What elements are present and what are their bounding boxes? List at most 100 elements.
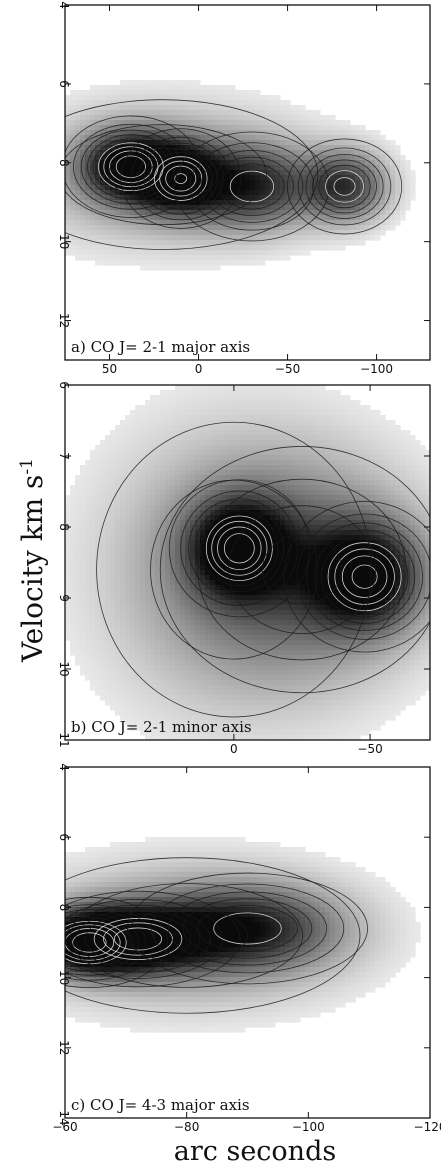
contour-line <box>87 134 175 200</box>
contour-line <box>189 142 315 231</box>
contour-line <box>93 918 183 960</box>
contour-line <box>65 924 121 961</box>
y-tick-label: 6 <box>57 80 71 88</box>
contour-line <box>65 909 147 976</box>
contour-line <box>261 534 343 605</box>
plot-frame <box>64 4 431 361</box>
contour-line <box>297 147 392 226</box>
x-tick-label: −100 <box>292 1120 325 1134</box>
contour-line <box>325 170 364 203</box>
contour-line <box>130 136 231 221</box>
contour-line <box>96 421 372 718</box>
y-tick-label: 11 <box>57 732 71 747</box>
panel-label: a) CO J= 2-1 major axis <box>71 338 250 356</box>
contour-line <box>159 446 430 694</box>
plot-frame <box>64 766 431 1119</box>
heatmap-a <box>65 80 416 271</box>
contour-line <box>108 147 218 202</box>
y-tick-label: 6 <box>57 833 71 841</box>
contour-line <box>65 115 201 218</box>
y-tick-label: 10 <box>57 970 71 985</box>
contour-line <box>137 142 224 215</box>
contour-line <box>174 173 188 184</box>
heatmap-c <box>65 837 421 1033</box>
contour-line <box>211 520 268 576</box>
contour-line <box>65 917 133 968</box>
contour-line <box>334 548 395 605</box>
heatmap-b <box>65 385 430 740</box>
contour-line <box>168 479 310 618</box>
contour-line <box>283 500 430 653</box>
y-tick-label: 4 <box>57 763 71 771</box>
panel-a: 50 0 −50 −100 4 6 8 10 12a) CO J= 2-1 major axis <box>57 1 431 376</box>
contour-line <box>210 156 294 217</box>
contour-line <box>65 896 169 989</box>
contour-line <box>351 564 378 589</box>
panel-b: 0 −50 6 7 8 9 10 11b) CO J= 2-1 minor axis <box>57 381 431 756</box>
contour-line <box>197 478 407 661</box>
y-tick-label: 14 <box>57 1110 71 1125</box>
contour-line <box>167 891 328 966</box>
contour-line <box>165 165 197 192</box>
contour-line <box>65 124 267 226</box>
panel-label: b) CO J= 2-1 minor axis <box>71 718 252 736</box>
x-axis-label: arc seconds <box>174 1136 336 1167</box>
contour-line <box>213 912 282 945</box>
x-tick-label: −80 <box>174 1120 199 1134</box>
y-tick-label: 10 <box>57 234 71 249</box>
contour-line <box>150 883 345 974</box>
contour-line <box>72 932 107 953</box>
contour-line <box>227 505 376 634</box>
contour-line <box>305 154 384 219</box>
contour-line <box>333 177 356 196</box>
contour-line <box>153 156 208 201</box>
contour-line <box>80 129 182 204</box>
contour-line <box>314 529 416 624</box>
y-tick-label: 6 <box>57 381 71 389</box>
x-tick-label: −100 <box>360 362 393 376</box>
x-tick-label: 0 <box>230 742 238 756</box>
y-tick-label: 10 <box>57 661 71 676</box>
y-tick-label: 12 <box>57 313 71 328</box>
contour-line <box>72 123 189 210</box>
y-tick-label: 8 <box>57 904 71 912</box>
contour-line <box>286 138 403 235</box>
contour-line <box>205 515 273 581</box>
contour-line <box>65 857 361 1014</box>
contour-line <box>223 533 255 564</box>
x-tick-label: 0 <box>195 362 203 376</box>
y-tick-label: 8 <box>57 523 71 531</box>
contour-line <box>327 542 402 612</box>
contour-line <box>200 150 304 223</box>
y-tick-label: 9 <box>57 594 71 602</box>
contour-line <box>113 927 163 951</box>
contour-line <box>180 490 299 607</box>
contour-line <box>65 904 156 981</box>
contour-line <box>306 522 423 632</box>
contour-line <box>120 128 242 229</box>
y-tick-label: 4 <box>57 1 71 9</box>
x-tick-label: −60 <box>52 1120 77 1134</box>
contour-line <box>194 504 284 592</box>
contour-line <box>219 163 285 210</box>
contour-line <box>84 913 192 965</box>
x-tick-label: −50 <box>357 742 382 756</box>
contour-line <box>103 922 173 956</box>
contour-line <box>312 159 377 214</box>
contour-line <box>65 904 211 974</box>
contour-line <box>92 138 170 195</box>
contour-line <box>143 147 218 210</box>
contour-line <box>65 890 241 988</box>
contour-line <box>65 99 319 250</box>
contour-line <box>75 909 201 969</box>
x-tick-label: −50 <box>275 362 300 376</box>
y-tick-label: 7 <box>57 452 71 460</box>
x-tick-label: 50 <box>102 362 117 376</box>
contour-line <box>182 898 313 959</box>
contour-line <box>70 883 303 988</box>
contour-line <box>125 907 248 964</box>
contour-line <box>318 164 371 209</box>
contour-line <box>150 479 318 660</box>
contour-line <box>341 555 388 598</box>
